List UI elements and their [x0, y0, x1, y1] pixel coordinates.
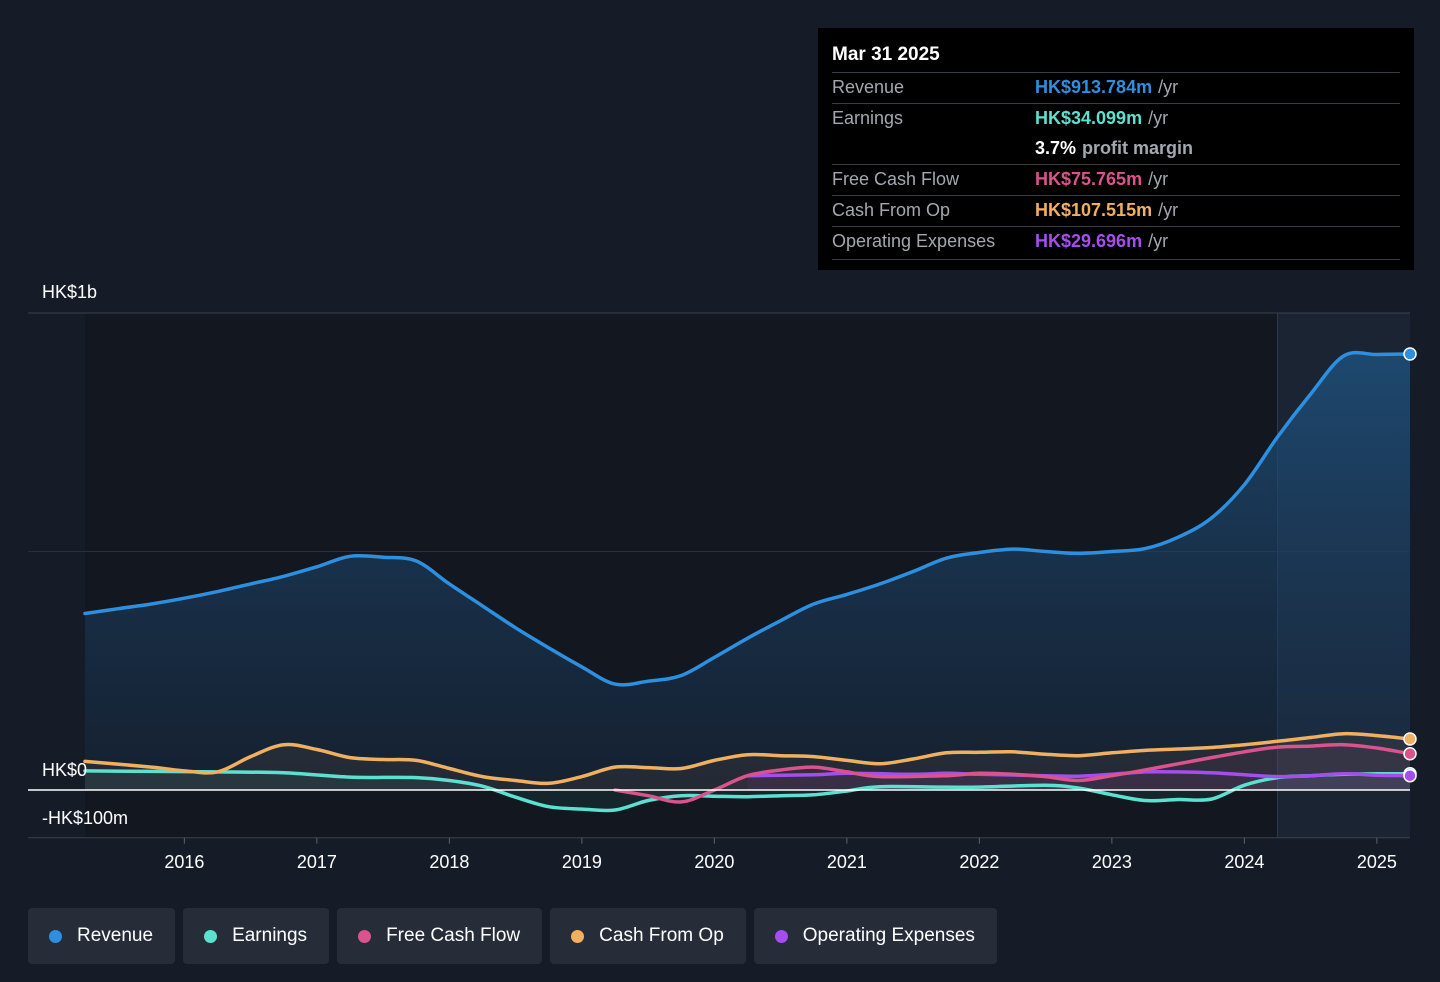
tooltip-value: 3.7%	[1035, 138, 1077, 158]
tooltip-value: HK$107.515m	[1035, 200, 1153, 220]
legend-label: Earnings	[232, 925, 308, 946]
x-tick-label: 2021	[827, 852, 867, 872]
tooltip-label: Revenue	[832, 77, 905, 97]
operating-expenses-dot-icon	[774, 929, 788, 943]
cash-from-op-dot-icon	[571, 929, 585, 943]
tooltip-row-earnings: Earnings HK$34.099m /yr	[832, 103, 1400, 134]
tooltip-row-fcf: Free Cash Flow HK$75.765m /yr	[832, 164, 1400, 195]
tooltip-label: Free Cash Flow	[832, 169, 960, 189]
x-tick-label: 2024	[1224, 852, 1264, 872]
tooltip-label: Operating Expenses	[832, 231, 996, 251]
x-tick-label: 2019	[562, 852, 602, 872]
y-label-top: HK$1b	[42, 282, 97, 302]
tooltip-unit: profit margin	[1082, 138, 1194, 158]
tooltip-label: Cash From Op	[832, 200, 951, 220]
x-tick-label: 2020	[694, 852, 734, 872]
cash-from-op-line	[83, 731, 1412, 786]
free-cash-flow-end-point	[1403, 746, 1417, 761]
x-tick-label: 2018	[429, 852, 469, 872]
legend-label: Revenue	[77, 925, 154, 946]
tooltip-unit: /yr	[1148, 108, 1169, 128]
tooltip-date: Mar 31 2025	[832, 44, 940, 65]
tooltip-value: HK$29.696m	[1035, 231, 1143, 251]
x-tick-label: 2016	[164, 852, 204, 872]
x-tick-label: 2022	[959, 852, 999, 872]
x-tick-label: 2025	[1357, 852, 1397, 872]
tooltip-unit: /yr	[1148, 231, 1169, 251]
tooltip-panel: Mar 31 2025 Revenue HK$913.784m /yr Earn…	[818, 28, 1414, 270]
revenue-dot-icon	[49, 929, 62, 943]
legend-item-cash-from-op[interactable]: Cash From Op	[550, 908, 746, 964]
legend-item-revenue[interactable]: Revenue	[28, 908, 176, 964]
revenue-area	[85, 352, 1410, 790]
tooltip-row-revenue: Revenue HK$913.784m /yr	[832, 72, 1400, 103]
earnings-line	[83, 769, 1412, 813]
tooltip-value: HK$913.784m	[1035, 77, 1153, 97]
tooltip-row-margin: 3.7% profit margin	[832, 134, 1400, 164]
tooltip-divider	[832, 259, 1400, 260]
earnings-dot-icon	[204, 929, 218, 943]
free-cash-flow-dot-icon	[358, 929, 372, 943]
legend-label: Cash From Op	[599, 925, 724, 946]
tooltip-row-cfo: Cash From Op HK$107.515m /yr	[832, 195, 1400, 226]
tooltip-unit: /yr	[1148, 169, 1169, 189]
legend-item-operating-expenses[interactable]: Operating Expenses	[753, 908, 997, 964]
cash-from-op-end-point	[1403, 732, 1417, 746]
tooltip-label	[832, 134, 1035, 164]
legend-label: Operating Expenses	[802, 925, 975, 946]
tooltip-label: Earnings	[832, 108, 904, 128]
operating-expenses-end-point	[1403, 768, 1417, 783]
x-tick-label: 2023	[1092, 852, 1132, 872]
free-cash-flow-line	[613, 742, 1412, 804]
revenue-line	[83, 350, 1412, 687]
legend-item-earnings[interactable]: Earnings	[183, 908, 330, 964]
tooltip-value: HK$34.099m	[1035, 108, 1143, 128]
y-label-bottom: -HK$100m	[42, 808, 128, 828]
chart-area: 2016 2017 2018 2019 2020 2021 2022 2023 2024 2025…	[28, 282, 1417, 872]
revenue-end-point	[1403, 347, 1417, 361]
tooltip-row-opex: Operating Expenses HK$29.696m /yr	[832, 226, 1400, 257]
legend-item-free-cash-flow[interactable]: Free Cash Flow	[337, 908, 543, 964]
tooltip-value: HK$75.765m	[1035, 169, 1143, 189]
y-label-zero: HK$0	[42, 760, 87, 780]
legend: Revenue Earnings Free Cash Flow Cash Fro…	[28, 908, 997, 964]
legend-label: Free Cash Flow	[386, 925, 521, 946]
x-tick-label: 2017	[297, 852, 337, 872]
tooltip-unit: /yr	[1158, 77, 1179, 97]
tooltip-unit: /yr	[1158, 200, 1179, 220]
